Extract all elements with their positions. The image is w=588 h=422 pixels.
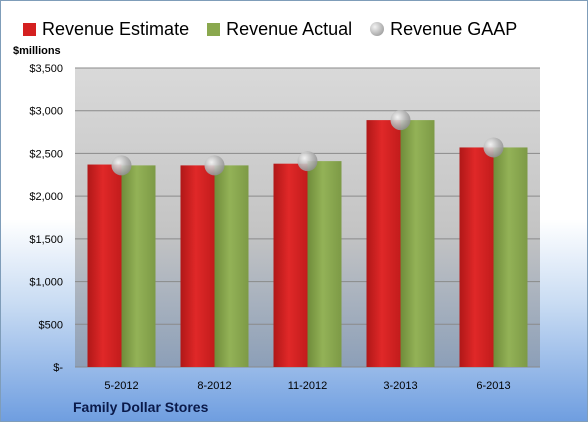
company-name: Family Dollar Stores: [73, 399, 209, 415]
bar-revenue-estimate: [180, 165, 215, 367]
bar-revenue-estimate: [273, 163, 308, 367]
x-axis-ticks: 5-2012 8-2012 11-2012 3-2013 6-2013: [104, 380, 510, 392]
legend-marker-revenue-gaap: [370, 22, 385, 36]
x-tick-label: 6-2013: [476, 380, 510, 392]
legend-swatch-revenue-actual: [207, 22, 221, 36]
bar-revenue-actual: [493, 147, 528, 367]
bar-revenue-estimate: [87, 164, 122, 367]
bar-revenue-actual: [121, 165, 156, 367]
y-axis-ticks: $- $500 $1,000 $1,500 $2,000 $2,500 $3,000 $3,5…: [29, 63, 63, 374]
y-tick-label: $3,000: [29, 106, 63, 118]
marker-revenue-gaap: [390, 110, 411, 131]
bar-revenue-estimate: [366, 120, 401, 368]
y-tick-label: $3,500: [29, 63, 63, 75]
bar-revenue-actual: [400, 120, 435, 368]
marker-revenue-gaap: [483, 137, 504, 158]
x-tick-label: 11-2012: [288, 380, 328, 392]
y-tick-label: $2,500: [29, 148, 63, 160]
gaap-markers: [111, 110, 504, 176]
legend-label-revenue-estimate: Revenue Estimate: [42, 18, 190, 39]
legend-item-revenue-actual: Revenue Actual: [207, 19, 352, 40]
legend-item-revenue-estimate: Revenue Estimate: [23, 19, 189, 40]
bar-revenue-estimate: [459, 147, 494, 367]
bar-revenue-actual: [307, 161, 342, 367]
legend-label-revenue-gaap: Revenue GAAP: [390, 18, 518, 39]
y-tick-label: $500: [39, 319, 63, 331]
legend-label-revenue-actual: Revenue Actual: [226, 18, 353, 39]
y-tick-label: $-: [53, 362, 63, 374]
marker-revenue-gaap: [204, 155, 225, 176]
y-tick-label: $1,500: [29, 234, 63, 246]
bar-revenue-actual: [214, 165, 249, 367]
y-axis-unit-label: $millions: [13, 45, 61, 57]
marker-revenue-gaap: [111, 155, 132, 176]
bars: [87, 120, 528, 368]
x-tick-label: 5-2012: [104, 380, 138, 392]
legend-swatch-revenue-estimate: [23, 22, 36, 36]
legend: Revenue Estimate Revenue Actual Revenue …: [23, 17, 517, 41]
legend-item-revenue-gaap: Revenue GAAP: [370, 19, 517, 40]
x-tick-label: 3-2013: [383, 380, 417, 392]
marker-revenue-gaap: [297, 151, 318, 172]
y-tick-label: $2,000: [29, 191, 63, 203]
y-tick-label: $1,000: [29, 277, 63, 289]
x-tick-label: 8-2012: [197, 380, 231, 392]
